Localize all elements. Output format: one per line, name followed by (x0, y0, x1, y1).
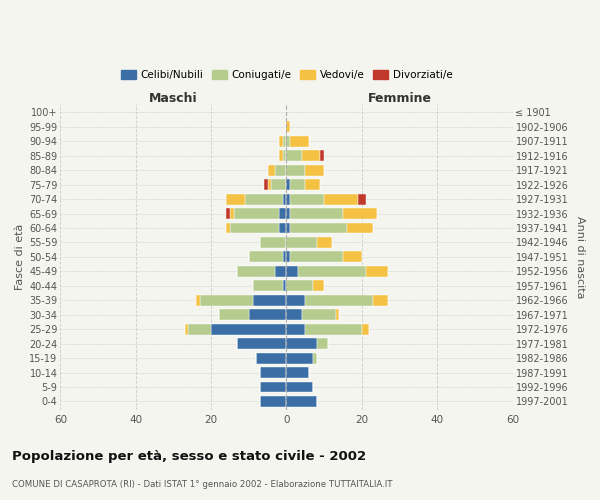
Bar (275, 165, 286, 175)
Bar (286, 352, 313, 364)
Bar (313, 352, 317, 364)
Bar (286, 382, 313, 392)
Bar (302, 310, 335, 320)
Bar (365, 266, 388, 277)
Bar (286, 179, 290, 190)
Bar (230, 222, 279, 234)
Bar (260, 237, 286, 248)
Bar (238, 338, 286, 349)
Bar (320, 150, 324, 161)
Bar (260, 396, 286, 407)
Bar (286, 122, 290, 132)
Bar (286, 222, 290, 234)
Bar (290, 194, 324, 204)
Bar (343, 252, 362, 262)
Bar (226, 222, 230, 234)
Bar (290, 179, 305, 190)
Bar (260, 367, 286, 378)
Bar (275, 266, 286, 277)
Bar (279, 150, 283, 161)
Bar (283, 194, 286, 204)
Bar (245, 194, 283, 204)
Bar (313, 280, 324, 291)
Bar (290, 222, 347, 234)
Bar (347, 222, 373, 234)
Bar (249, 310, 286, 320)
Bar (256, 352, 286, 364)
Bar (188, 324, 211, 334)
Bar (264, 179, 268, 190)
Bar (249, 252, 283, 262)
Bar (290, 252, 343, 262)
Bar (286, 295, 305, 306)
Text: COMUNE DI CASAPROTA (RI) - Dati ISTAT 1° gennaio 2002 - Elaborazione TUTTAITALIA: COMUNE DI CASAPROTA (RI) - Dati ISTAT 1°… (12, 480, 392, 489)
Bar (185, 324, 188, 334)
Bar (362, 324, 370, 334)
Bar (283, 150, 286, 161)
Bar (302, 150, 320, 161)
Bar (343, 208, 377, 219)
Bar (268, 179, 271, 190)
Bar (283, 252, 286, 262)
Bar (286, 237, 317, 248)
Bar (268, 165, 275, 175)
Bar (358, 194, 365, 204)
Bar (286, 150, 302, 161)
Bar (286, 280, 313, 291)
Bar (226, 208, 230, 219)
Bar (305, 165, 324, 175)
Bar (305, 179, 320, 190)
Legend: Celibi/Nubili, Coniugati/e, Vedovi/e, Divorziati/e: Celibi/Nubili, Coniugati/e, Vedovi/e, Di… (116, 66, 457, 84)
Bar (200, 295, 253, 306)
Bar (218, 310, 249, 320)
Bar (324, 194, 358, 204)
Bar (286, 367, 309, 378)
Y-axis label: Anni di nascita: Anni di nascita (575, 216, 585, 298)
Bar (279, 136, 283, 146)
Bar (286, 310, 302, 320)
Y-axis label: Fasce di età: Fasce di età (15, 224, 25, 290)
Bar (305, 324, 362, 334)
Bar (234, 208, 279, 219)
Bar (286, 208, 290, 219)
Bar (211, 324, 286, 334)
Bar (317, 338, 328, 349)
Bar (279, 208, 286, 219)
Bar (317, 237, 332, 248)
Bar (279, 222, 286, 234)
Bar (298, 266, 365, 277)
Bar (305, 295, 373, 306)
Bar (335, 310, 339, 320)
Bar (253, 280, 283, 291)
Bar (196, 295, 200, 306)
Text: Maschi: Maschi (149, 92, 198, 105)
Bar (286, 194, 290, 204)
Bar (286, 338, 317, 349)
Bar (373, 295, 388, 306)
Bar (290, 208, 343, 219)
Bar (226, 194, 245, 204)
Bar (283, 280, 286, 291)
Bar (286, 324, 305, 334)
Bar (286, 396, 317, 407)
Bar (286, 252, 290, 262)
Bar (286, 136, 290, 146)
Bar (283, 136, 286, 146)
Text: Popolazione per età, sesso e stato civile - 2002: Popolazione per età, sesso e stato civil… (12, 450, 366, 463)
Bar (260, 382, 286, 392)
Text: Femmine: Femmine (368, 92, 431, 105)
Bar (253, 295, 286, 306)
Bar (230, 208, 234, 219)
Bar (290, 136, 309, 146)
Bar (286, 266, 298, 277)
Bar (286, 165, 305, 175)
Bar (238, 266, 275, 277)
Bar (271, 179, 286, 190)
